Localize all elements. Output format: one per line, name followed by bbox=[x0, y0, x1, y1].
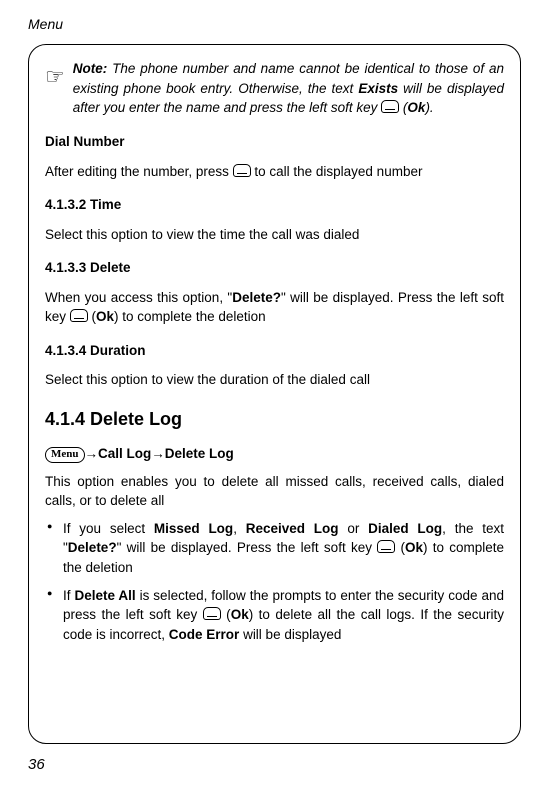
menu-icon: Menu bbox=[45, 447, 85, 463]
softkey-icon bbox=[381, 100, 399, 113]
delete-heading: 4.1.3.3 Delete bbox=[45, 258, 504, 278]
duration-heading: 4.1.3.4 Duration bbox=[45, 341, 504, 361]
softkey-icon bbox=[70, 309, 88, 322]
dial-heading: Dial Number bbox=[45, 132, 504, 152]
delete-text: When you access this option, "Delete?" w… bbox=[45, 288, 504, 327]
deletelog-heading: 4.1.4 Delete Log bbox=[45, 406, 504, 432]
bullet-list: If you select Missed Log, Received Log o… bbox=[45, 519, 504, 644]
softkey-icon bbox=[377, 540, 395, 553]
time-heading: 4.1.3.2 Time bbox=[45, 195, 504, 215]
note-text: Note: The phone number and name cannot b… bbox=[73, 59, 504, 118]
content-box: ☞ Note: The phone number and name cannot… bbox=[28, 44, 521, 744]
softkey-icon bbox=[203, 607, 221, 620]
page-number: 36 bbox=[28, 754, 45, 776]
list-item: If you select Missed Log, Received Log o… bbox=[45, 519, 504, 578]
note-hand-icon: ☞ bbox=[45, 61, 65, 93]
time-text: Select this option to view the time the … bbox=[45, 225, 504, 245]
note-block: ☞ Note: The phone number and name cannot… bbox=[45, 59, 504, 118]
dial-text: After editing the number, press to call … bbox=[45, 162, 504, 182]
breadcrumb: Menu→Call Log→Delete Log bbox=[45, 444, 504, 464]
softkey-icon bbox=[233, 164, 251, 177]
duration-text: Select this option to view the duration … bbox=[45, 370, 504, 390]
deletelog-intro: This option enables you to delete all mi… bbox=[45, 472, 504, 511]
list-item: If Delete All is selected, follow the pr… bbox=[45, 586, 504, 645]
page-header: Menu bbox=[28, 14, 521, 34]
